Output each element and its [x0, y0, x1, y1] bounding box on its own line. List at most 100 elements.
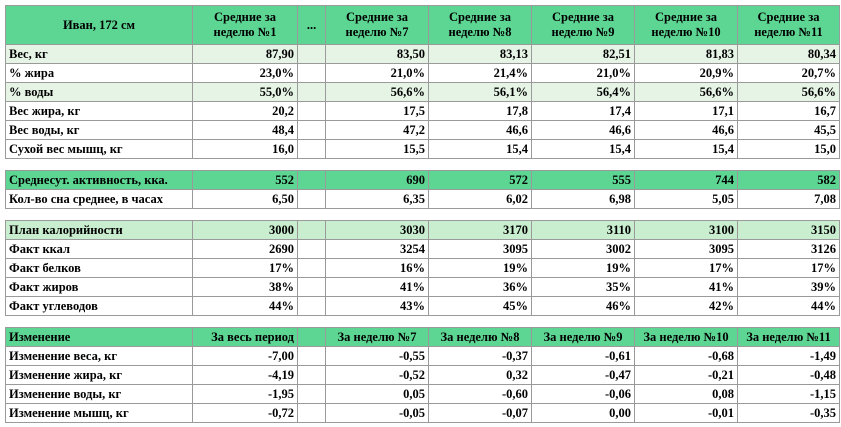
- table-row: Факт углеводов 44% 43% 45% 46% 42% 44%: [5, 296, 840, 316]
- table-row: Изменение жира, кг -4,19 -0,52 0,32 -0,47 -0,…: [5, 365, 840, 385]
- row-label: Изменение воды, кг: [5, 384, 193, 404]
- changes-header-label: Изменение: [5, 327, 193, 347]
- table-cell: -0,47: [531, 365, 635, 385]
- table-cell: 41%: [325, 277, 429, 297]
- row-label: Изменение мышц, кг: [5, 403, 193, 423]
- col-header-week-7: Средние за неделю №7: [325, 5, 429, 45]
- table-cell: 41%: [634, 277, 738, 297]
- table-cell: 44%: [192, 296, 298, 316]
- table-cell: 3150: [737, 220, 840, 240]
- table-cell: 3002: [531, 239, 635, 259]
- table-cell: -0,37: [428, 346, 532, 366]
- table-cell: 0,08: [634, 384, 738, 404]
- table-cell: 3110: [531, 220, 635, 240]
- table-cell: 46%: [531, 296, 635, 316]
- row-label: Вес, кг: [5, 44, 193, 64]
- table-cell: 0,05: [325, 384, 429, 404]
- table-cell: 0,32: [428, 365, 532, 385]
- row-label: Среднесут. активность, кка.: [5, 170, 193, 190]
- table-cell: 15,4: [531, 139, 635, 159]
- row-label: Кол-во сна среднее, в часах: [5, 189, 193, 209]
- table-row: Изменение воды, кг -1,95 0,05 -0,60 -0,06 0,0…: [5, 384, 840, 404]
- table-cell: 56,6%: [634, 82, 738, 102]
- row-label: План калорийности: [5, 220, 193, 240]
- table-cell: -4,19: [192, 365, 298, 385]
- header-row: Иван, 172 см Средние за неделю №1 ... Ср…: [5, 5, 840, 45]
- spacer-row: [5, 208, 840, 221]
- table-cell: [297, 170, 326, 190]
- table-cell: 20,7%: [737, 63, 840, 83]
- table-cell: -0,52: [325, 365, 429, 385]
- row-label: Вес воды, кг: [5, 120, 193, 140]
- table-cell: -0,21: [634, 365, 738, 385]
- row-label: Изменение жира, кг: [5, 365, 193, 385]
- table-cell: 3170: [428, 220, 532, 240]
- table-cell: 6,50: [192, 189, 298, 209]
- table-cell: -0,07: [428, 403, 532, 423]
- row-label: Изменение веса, кг: [5, 346, 193, 366]
- table-cell: 39%: [737, 277, 840, 297]
- table-cell: -0,68: [634, 346, 738, 366]
- table-cell: 46,6: [531, 120, 635, 140]
- table-cell: 80,34: [737, 44, 840, 64]
- col-header-week-8: Средние за неделю №8: [428, 5, 532, 45]
- table-row: Факт ккал 2690 3254 3095 3002 3095 3126: [5, 239, 840, 259]
- weekly-stats-table: Иван, 172 см Средние за неделю №1 ... Ср…: [5, 5, 840, 423]
- table-cell: 56,6%: [737, 82, 840, 102]
- table-row: Сухой вес мышц, кг 16,0 15,5 15,4 15,4 15,4 15…: [5, 139, 840, 159]
- col-header-ellipsis: ...: [297, 5, 326, 45]
- row-label: Факт белков: [5, 258, 193, 278]
- table-cell: -1,49: [737, 346, 840, 366]
- table-cell: 17%: [634, 258, 738, 278]
- table-cell: 20,9%: [634, 63, 738, 83]
- table-cell: -1,95: [192, 384, 298, 404]
- changes-col-header: За весь период: [192, 327, 298, 347]
- table-cell: -0,55: [325, 346, 429, 366]
- table-cell: 56,4%: [531, 82, 635, 102]
- table-cell: 17,5: [325, 101, 429, 121]
- table-cell: 17%: [192, 258, 298, 278]
- table-cell: 572: [428, 170, 532, 190]
- table-cell: 19%: [428, 258, 532, 278]
- table-cell: [297, 296, 326, 316]
- table-cell: 44%: [737, 296, 840, 316]
- table-cell: 21,4%: [428, 63, 532, 83]
- table-cell: [297, 139, 326, 159]
- table-cell: 81,83: [634, 44, 738, 64]
- table-cell: 82,51: [531, 44, 635, 64]
- table-cell: 3254: [325, 239, 429, 259]
- table-cell: -0,60: [428, 384, 532, 404]
- table-cell: [297, 44, 326, 64]
- col-header-week-10: Средние за неделю №10: [634, 5, 738, 45]
- row-label: Факт углеводов: [5, 296, 193, 316]
- table-row: Вес жира, кг 20,2 17,5 17,8 17,4 17,1 16,7: [5, 101, 840, 121]
- table-cell: -0,61: [531, 346, 635, 366]
- table-cell: 83,50: [325, 44, 429, 64]
- table-cell: [297, 101, 326, 121]
- table-cell: 17,1: [634, 101, 738, 121]
- spacer-row: [5, 315, 840, 328]
- table-cell: 555: [531, 170, 635, 190]
- table-cell: 45%: [428, 296, 532, 316]
- table-cell: 15,4: [428, 139, 532, 159]
- row-label: Вес жира, кг: [5, 101, 193, 121]
- table-row: Изменение веса, кг -7,00 -0,55 -0,37 -0,61 -0…: [5, 346, 840, 366]
- table-cell: 7,08: [737, 189, 840, 209]
- table-cell: 47,2: [325, 120, 429, 140]
- table-cell: 87,90: [192, 44, 298, 64]
- table-row: Вес, кг 87,90 83,50 83,13 82,51 81,83 80,34: [5, 44, 840, 64]
- col-header-week-11: Средние за неделю №11: [737, 5, 840, 45]
- table-cell: 42%: [634, 296, 738, 316]
- table-row: Изменение мышц, кг -0,72 -0,05 -0,07 0,00 -0,…: [5, 403, 840, 423]
- table-cell: 15,4: [634, 139, 738, 159]
- table-cell: -0,48: [737, 365, 840, 385]
- changes-col-header: За неделю №11: [737, 327, 840, 347]
- table-cell: 0,00: [531, 403, 635, 423]
- table-cell: 3030: [325, 220, 429, 240]
- row-label: % воды: [5, 82, 193, 102]
- row-label: Факт жиров: [5, 277, 193, 297]
- spacer-row: [5, 158, 840, 171]
- person-header: Иван, 172 см: [5, 5, 193, 45]
- table-cell: 744: [634, 170, 738, 190]
- table-cell: 552: [192, 170, 298, 190]
